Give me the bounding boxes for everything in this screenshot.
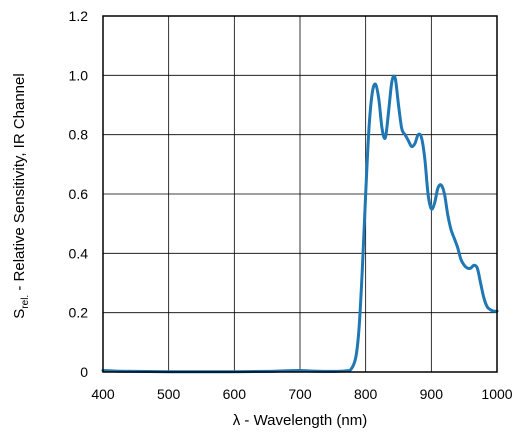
y-tick-label: 0.6 bbox=[69, 186, 89, 202]
y-tick-label: 1.0 bbox=[69, 67, 89, 83]
x-tick-label: 600 bbox=[223, 386, 247, 402]
y-tick-labels: 0 0.2 0.4 0.6 0.8 1.0 1.2 bbox=[69, 8, 89, 380]
y-axis-label-subscript: rel. bbox=[20, 295, 31, 309]
x-tick-label: 900 bbox=[420, 386, 444, 402]
y-tick-label: 0.4 bbox=[69, 245, 89, 261]
y-axis-label-rest: - Relative Sensitivity, IR Channel bbox=[11, 73, 28, 294]
y-tick-label: 0 bbox=[80, 364, 88, 380]
x-tick-label: 1000 bbox=[481, 386, 512, 402]
x-axis-label: λ - Wavelength (nm) bbox=[233, 412, 367, 429]
x-tick-label: 700 bbox=[288, 386, 312, 402]
x-tick-label: 500 bbox=[157, 386, 181, 402]
y-tick-label: 0.8 bbox=[69, 127, 89, 143]
x-tick-label: 400 bbox=[91, 386, 115, 402]
plot-area-border bbox=[102, 15, 498, 373]
y-tick-label: 0.2 bbox=[69, 305, 89, 321]
y-axis-label: Srel. - Relative Sensitivity, IR Channel bbox=[11, 73, 31, 318]
y-axis-label-main: S bbox=[11, 309, 28, 319]
x-tick-label: 800 bbox=[354, 386, 378, 402]
y-tick-label: 1.2 bbox=[69, 8, 89, 24]
x-tick-labels: 400 500 600 700 800 900 1000 bbox=[91, 386, 512, 402]
